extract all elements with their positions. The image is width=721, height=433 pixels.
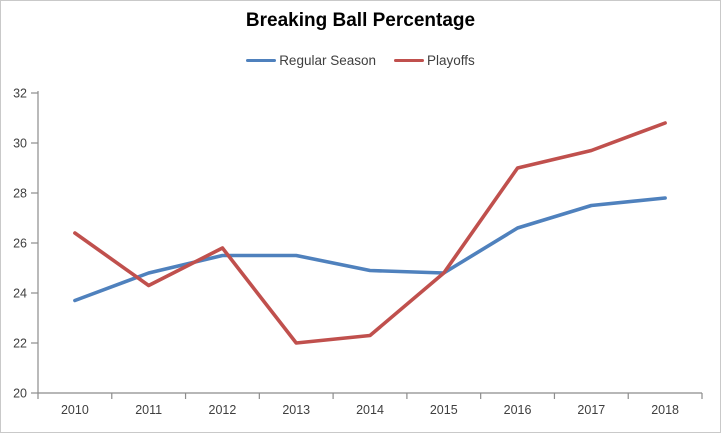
x-axis-tick-label: 2011	[135, 403, 162, 417]
legend-item-regular-season: Regular Season	[246, 53, 376, 68]
x-axis-tick-label: 2014	[356, 403, 384, 417]
legend-item-playoffs: Playoffs	[394, 53, 475, 68]
y-axis-tick-label: 30	[13, 137, 27, 151]
x-axis-tick-label: 2018	[651, 403, 679, 417]
legend-label: Regular Season	[279, 53, 377, 68]
y-axis-tick-label: 28	[13, 187, 27, 201]
x-axis-tick-label: 2010	[61, 403, 89, 417]
y-axis-tick-label: 32	[13, 87, 27, 101]
legend-label: Playoffs	[427, 53, 475, 68]
x-axis-tick-label: 2013	[282, 403, 310, 417]
x-axis-tick-label: 2015	[430, 403, 458, 417]
chart-title: Breaking Ball Percentage	[245, 10, 476, 31]
x-axis-tick-label: 2017	[577, 403, 605, 417]
y-axis-tick-label: 20	[13, 387, 27, 401]
series-line-regular-season	[73, 196, 667, 303]
y-axis-tick-label: 26	[13, 237, 27, 251]
x-axis-tick-label: 2012	[209, 403, 237, 417]
y-axis-tick-label: 22	[13, 337, 27, 351]
x-axis-tick-label: 2016	[504, 403, 532, 417]
series-line-playoffs	[73, 121, 667, 345]
legend-line-icon	[394, 58, 425, 63]
chart-legend: Regular Season Playoffs	[1, 53, 720, 68]
legend-line-icon	[246, 58, 277, 63]
y-axis-tick-label: 24	[13, 287, 27, 301]
